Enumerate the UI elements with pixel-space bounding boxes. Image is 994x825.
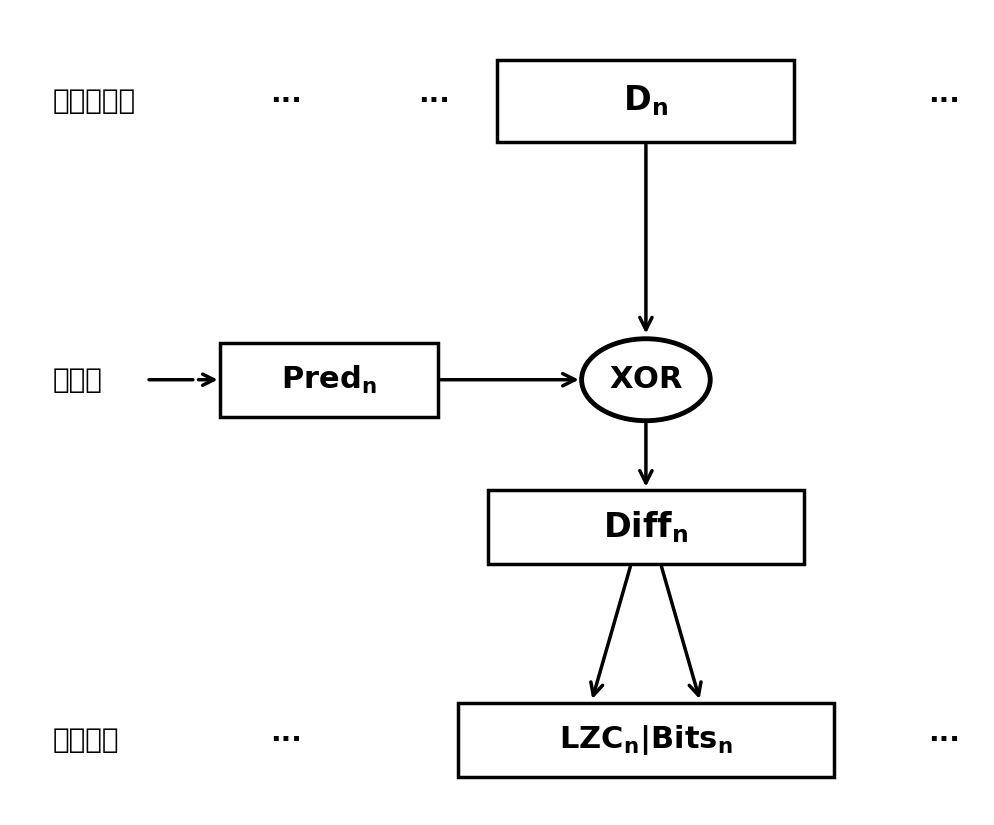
FancyBboxPatch shape (457, 704, 833, 777)
FancyBboxPatch shape (221, 343, 437, 417)
Text: ···: ··· (269, 726, 301, 754)
Text: $\mathbf{Diff_n}$: $\mathbf{Diff_n}$ (602, 509, 688, 545)
Text: ···: ··· (927, 726, 959, 754)
Text: 待压缩数组: 待压缩数组 (53, 87, 135, 116)
FancyBboxPatch shape (487, 490, 803, 564)
Text: 预测器: 预测器 (53, 365, 102, 394)
Text: $\mathbf{LZC_n|Bits_n}$: $\mathbf{LZC_n|Bits_n}$ (559, 724, 732, 757)
Text: ···: ··· (269, 87, 301, 116)
Text: ···: ··· (927, 87, 959, 116)
FancyBboxPatch shape (497, 60, 793, 142)
Text: ···: ··· (417, 87, 449, 116)
Text: $\mathbf{D_n}$: $\mathbf{D_n}$ (623, 84, 668, 119)
Text: $\mathbf{Pred_n}$: $\mathbf{Pred_n}$ (281, 364, 377, 396)
Text: 压缩数组: 压缩数组 (53, 726, 118, 754)
Text: $\mathbf{XOR}$: $\mathbf{XOR}$ (608, 365, 682, 394)
Ellipse shape (581, 339, 710, 421)
